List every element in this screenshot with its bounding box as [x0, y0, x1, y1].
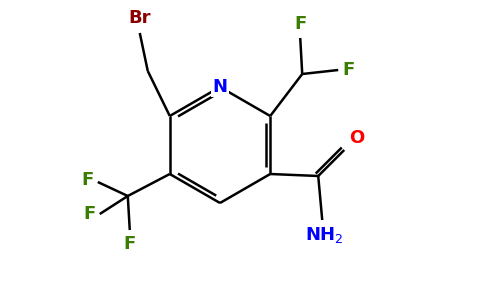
Text: F: F [123, 235, 136, 253]
Text: Br: Br [129, 9, 151, 27]
Text: N: N [212, 78, 227, 96]
Text: F: F [342, 61, 354, 79]
Text: O: O [349, 129, 364, 147]
Text: NH$_2$: NH$_2$ [305, 225, 344, 245]
Text: F: F [81, 171, 94, 189]
Text: F: F [84, 205, 96, 223]
Text: F: F [294, 15, 306, 33]
